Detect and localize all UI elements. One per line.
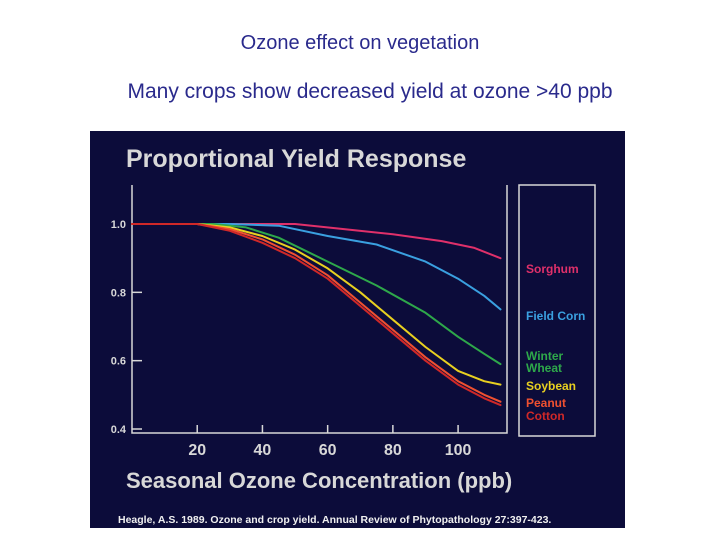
y-tick-label: 0.8 — [111, 287, 126, 299]
legend-entry-winter: Winter — [526, 349, 564, 363]
x-tick-label: 100 — [445, 442, 472, 459]
series-line-winter-wheat — [131, 223, 502, 366]
legend-entry-peanut: Peanut — [526, 396, 566, 410]
x-tick-label: 80 — [384, 442, 402, 459]
citation: Heagle, A.S. 1989. Ozone and crop yield.… — [118, 514, 551, 526]
x-tick-label: 60 — [319, 442, 337, 459]
series-line-field-corn — [131, 223, 502, 311]
x-tick-label: 40 — [254, 442, 272, 459]
legend-entry-field-corn: Field Corn — [526, 309, 585, 323]
x-tick-label: 20 — [188, 442, 206, 459]
plot-frame — [131, 185, 508, 434]
series-line-cotton — [131, 223, 502, 407]
series-line-sorghum — [131, 223, 502, 260]
yield-response-chart: Proportional Yield Response Seasonal Ozo… — [111, 145, 596, 526]
y-tick-label: 0.4 — [111, 424, 127, 436]
legend-entry-cotton: Cotton — [526, 409, 565, 423]
legend-entry-sorghum: Sorghum — [526, 262, 579, 276]
series-line-peanut — [131, 223, 502, 403]
series-line-soybean — [131, 223, 502, 386]
chart-figure: Proportional Yield Response Seasonal Ozo… — [90, 131, 625, 528]
legend-entry-soybean: Soybean — [526, 379, 576, 393]
slide-title: Ozone effect on vegetation — [240, 32, 480, 54]
legend-box — [518, 184, 596, 437]
y-tick-label: 1.0 — [111, 219, 126, 231]
chart-title: Proportional Yield Response — [126, 145, 466, 173]
legend-entry-wheat: Wheat — [526, 361, 562, 375]
x-axis-label: Seasonal Ozone Concentration (ppb) — [126, 468, 512, 493]
y-tick-label: 0.6 — [111, 356, 126, 368]
slide-subtitle: Many crops show decreased yield at ozone… — [127, 80, 613, 103]
